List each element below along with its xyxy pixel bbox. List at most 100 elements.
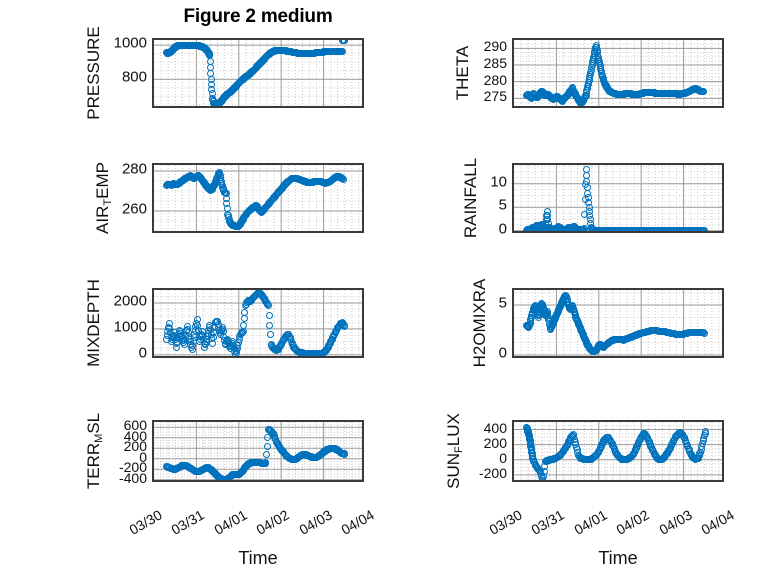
data-point <box>283 179 290 187</box>
data-point <box>667 329 675 337</box>
data-point <box>307 50 315 58</box>
data-point <box>185 42 193 50</box>
data-point <box>181 340 189 348</box>
data-point <box>228 86 236 94</box>
data-point <box>271 47 279 55</box>
data-point <box>553 224 561 231</box>
data-point <box>525 322 533 330</box>
data-point <box>594 227 602 231</box>
data-point <box>620 456 628 464</box>
data-point <box>565 302 573 309</box>
data-point <box>570 222 578 230</box>
data-point <box>259 56 267 64</box>
data-point <box>340 40 348 44</box>
data-point <box>646 227 654 231</box>
data-point <box>536 88 544 96</box>
data-point <box>629 451 636 459</box>
data-point <box>695 451 703 459</box>
data-point <box>327 444 335 452</box>
data-point <box>589 347 597 355</box>
data-point <box>278 47 286 54</box>
data-point <box>551 225 559 231</box>
xtick-sun_flux-4: 04/03 <box>655 506 695 538</box>
data-point <box>284 330 292 338</box>
data-point <box>312 349 320 356</box>
data-point <box>299 451 307 459</box>
data-point <box>172 43 180 51</box>
data-point <box>550 316 558 324</box>
data-point <box>171 465 179 473</box>
data-point <box>195 42 203 50</box>
data-point <box>555 452 563 460</box>
data-point <box>686 227 694 231</box>
data-point <box>250 66 258 74</box>
data-series-h2omixra <box>514 290 722 356</box>
data-point <box>600 78 608 86</box>
data-point <box>196 173 204 181</box>
data-point <box>284 177 292 185</box>
data-point <box>672 90 680 98</box>
data-point <box>569 85 577 93</box>
data-point <box>308 49 316 57</box>
data-point <box>616 90 624 98</box>
data-point <box>212 470 220 478</box>
data-point <box>337 449 345 457</box>
data-point <box>216 99 223 106</box>
data-point <box>223 338 230 346</box>
data-point <box>188 42 196 50</box>
data-point <box>682 89 690 97</box>
data-point <box>259 56 267 64</box>
data-point <box>657 90 665 97</box>
data-point <box>266 49 274 57</box>
data-point <box>237 219 245 227</box>
data-point <box>656 89 664 97</box>
data-point <box>273 47 281 54</box>
data-point <box>573 446 581 454</box>
data-point <box>270 430 278 438</box>
data-point <box>261 54 269 62</box>
data-point <box>275 46 283 54</box>
data-point <box>178 41 186 49</box>
data-point <box>288 175 296 183</box>
data-point <box>242 211 250 219</box>
data-point <box>193 468 201 476</box>
data-point <box>678 90 686 98</box>
data-point <box>560 226 568 231</box>
data-point <box>645 88 653 96</box>
data-point <box>168 465 176 473</box>
data-point <box>187 465 195 472</box>
data-point <box>281 180 289 188</box>
data-point <box>281 333 289 341</box>
ytick-sun_flux-0: -200 <box>478 464 507 481</box>
data-point <box>530 304 538 312</box>
data-point <box>546 325 554 333</box>
data-point <box>254 459 262 467</box>
data-point <box>283 331 291 339</box>
data-point <box>532 463 540 471</box>
data-point <box>599 227 607 231</box>
data-point <box>299 349 307 356</box>
data-point <box>651 451 659 458</box>
data-point <box>605 87 613 94</box>
data-point <box>230 341 237 349</box>
data-point <box>340 40 348 44</box>
data-point <box>193 173 201 180</box>
data-point <box>312 177 320 185</box>
data-point <box>600 342 608 350</box>
data-point <box>178 177 186 185</box>
data-point <box>218 325 226 333</box>
data-point <box>167 181 175 189</box>
data-point <box>183 42 191 50</box>
data-point <box>232 82 240 90</box>
data-point <box>284 453 292 461</box>
data-point <box>672 90 680 98</box>
data-point <box>587 455 595 463</box>
data-point <box>216 98 224 106</box>
data-point <box>310 454 318 462</box>
data-point <box>545 456 553 464</box>
data-point <box>642 431 650 439</box>
data-point <box>540 307 548 314</box>
data-point <box>326 48 334 56</box>
data-point <box>271 47 279 55</box>
data-point <box>284 453 292 461</box>
